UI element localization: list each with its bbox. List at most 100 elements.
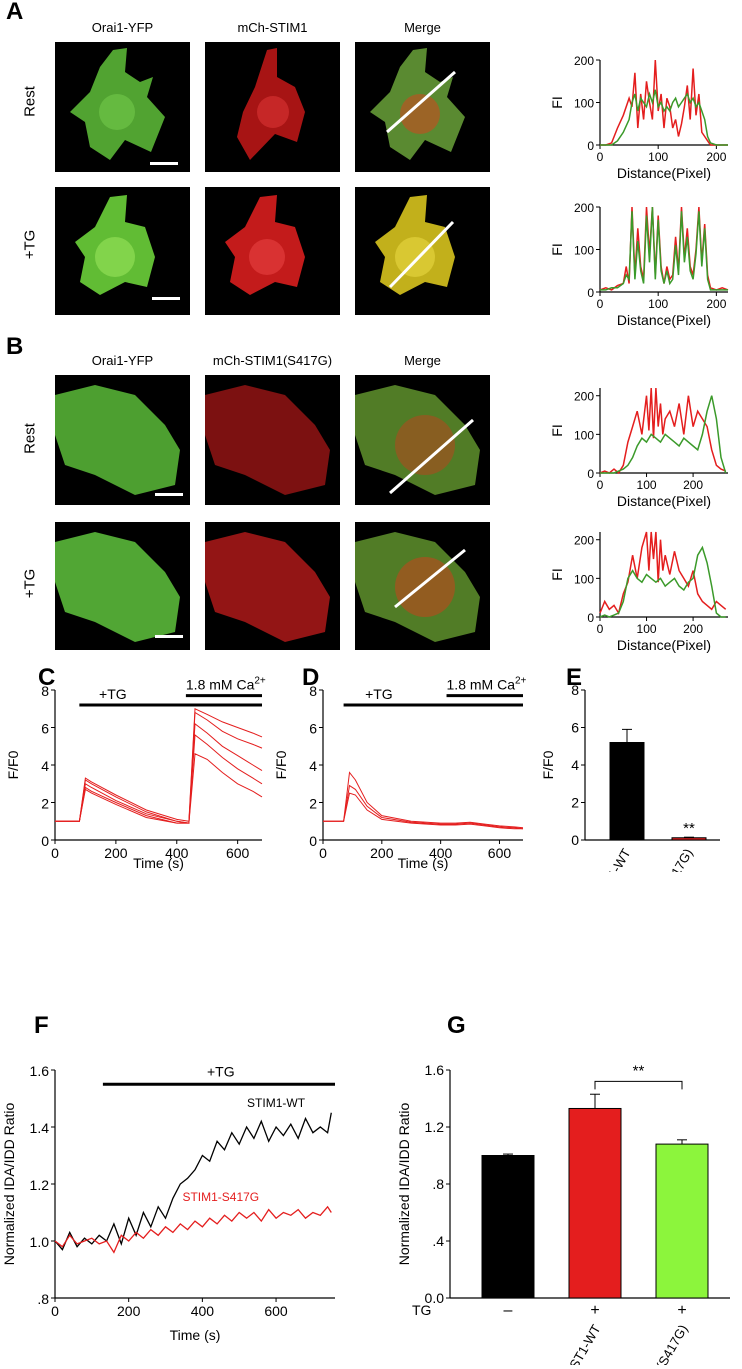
series-line-0 bbox=[599, 206, 729, 291]
col-title-merge: Merge bbox=[404, 20, 441, 35]
series-line-1 bbox=[323, 784, 524, 830]
x-tick-label: 0 bbox=[597, 297, 604, 311]
y-axis-label: F/F0 bbox=[273, 750, 289, 779]
y-axis-label: FI bbox=[550, 424, 565, 436]
x-tick-label: 400 bbox=[191, 1303, 215, 1319]
chart-e: 0 2 4 6 8 F/F0 ST1-WT ** ST1(S417G) bbox=[540, 682, 720, 872]
panel-label-b: B bbox=[6, 333, 24, 360]
x-tick-label: 400 bbox=[429, 845, 453, 861]
category-label: ST1-WT bbox=[596, 846, 633, 872]
scale-bar bbox=[155, 493, 183, 496]
y-tick-label: 1.2 bbox=[30, 1177, 50, 1193]
y-axis-label: Normalized IDA/IDD Ratio bbox=[396, 1102, 412, 1265]
y-tick-label: 0 bbox=[587, 139, 594, 153]
micrograph-b-orai1-tg bbox=[55, 522, 190, 650]
y-tick-label: 1.2 bbox=[425, 1119, 445, 1135]
category-label: ST1-WT bbox=[566, 1322, 603, 1365]
row-label-tg: +TG bbox=[21, 568, 39, 599]
y-tick-label: 4 bbox=[571, 757, 579, 773]
x-tick-label: 100 bbox=[648, 297, 668, 311]
micrograph-a-stim1-tg bbox=[205, 187, 340, 315]
x-tick-label: 200 bbox=[683, 478, 703, 492]
panel-label-e: E bbox=[566, 664, 583, 691]
y-tick-label: 1.6 bbox=[30, 1063, 50, 1079]
row-label-tg: +TG bbox=[21, 229, 39, 260]
col-title-merge: Merge bbox=[404, 353, 441, 368]
x-axis-label: Time (s) bbox=[170, 1327, 221, 1343]
y-axis-label: F/F0 bbox=[540, 750, 556, 779]
y-tick-label: 1.4 bbox=[30, 1120, 50, 1136]
series-line-0 bbox=[54, 1112, 332, 1251]
panel-label-d: D bbox=[302, 664, 320, 691]
col-title-stim1-s417g: mCh-STIM1(S417G) bbox=[212, 353, 333, 368]
scale-bar bbox=[150, 162, 178, 165]
y-tick-label: .8 bbox=[432, 1176, 444, 1192]
y-tick-label: 0 bbox=[571, 832, 579, 848]
y-tick-label: 0 bbox=[587, 467, 594, 481]
y-tick-label: 8 bbox=[41, 683, 49, 699]
x-axis-label: Time (s) bbox=[398, 855, 449, 871]
y-tick-label: 4 bbox=[41, 758, 49, 774]
significance-mark: ** bbox=[633, 1062, 645, 1079]
x-tick-label: 100 bbox=[637, 478, 657, 492]
y-tick-label: 6 bbox=[41, 721, 49, 737]
chart-d: 0 200 400 600 0 2 4 6 8 Time (s) F/F0 +TG 1.8 mM Ca2… bbox=[273, 676, 527, 871]
x-axis-label: Time (s) bbox=[133, 855, 184, 871]
legend-stim1-wt: STIM1-WT bbox=[247, 1096, 306, 1110]
micrograph-a-orai1-rest bbox=[55, 42, 190, 172]
legend-stim1-s417g: STIM1-S417G bbox=[182, 1190, 259, 1204]
x-tick-label: 0 bbox=[597, 150, 604, 164]
x-tick-label: 200 bbox=[370, 845, 394, 861]
series-line-0 bbox=[600, 59, 728, 146]
y-tick-label: 100 bbox=[574, 572, 594, 586]
x-axis-label: Distance(Pixel) bbox=[617, 312, 711, 328]
y-axis-label: FI bbox=[550, 568, 565, 580]
tg-label: +TG bbox=[365, 686, 393, 702]
category-label: ST1(S417G) bbox=[641, 1322, 690, 1365]
ca-label: 1.8 mM Ca2+ bbox=[186, 676, 266, 693]
series-line-2 bbox=[323, 792, 523, 830]
x-axis-label: Distance(Pixel) bbox=[617, 637, 711, 653]
y-axis-label: F/F0 bbox=[5, 750, 21, 779]
micrograph-a-stim1-rest bbox=[205, 42, 340, 172]
x-tick-label: 200 bbox=[104, 845, 128, 861]
panel-label-g: G bbox=[447, 1012, 466, 1039]
bar-0 bbox=[481, 1155, 535, 1299]
series-line-0 bbox=[55, 711, 263, 824]
tg-mark: + bbox=[677, 1302, 686, 1319]
x-axis-label: Distance(Pixel) bbox=[617, 493, 711, 509]
series-line-0 bbox=[599, 531, 727, 616]
x-tick-label: 0 bbox=[51, 845, 59, 861]
bar-1 bbox=[568, 1107, 622, 1299]
y-tick-label: 6 bbox=[571, 720, 579, 736]
y-axis-label: FI bbox=[550, 243, 565, 255]
x-tick-label: 0 bbox=[319, 845, 327, 861]
series-line-1 bbox=[54, 1205, 332, 1254]
y-tick-label: 0 bbox=[587, 286, 594, 300]
series-line-1 bbox=[600, 89, 728, 146]
category-label: ST1(S417G) bbox=[646, 846, 695, 872]
bar-1 bbox=[671, 837, 707, 841]
bar-2 bbox=[655, 1143, 709, 1299]
series-line-0 bbox=[323, 771, 524, 829]
col-title-orai1: Orai1-YFP bbox=[91, 353, 154, 368]
y-tick-label: 0.0 bbox=[425, 1290, 445, 1306]
x-tick-label: 100 bbox=[648, 150, 668, 164]
y-tick-label: 0 bbox=[587, 611, 594, 625]
y-tick-label: 2 bbox=[571, 795, 579, 811]
y-tick-label: 100 bbox=[574, 428, 594, 442]
scale-bar bbox=[152, 297, 180, 300]
significance-bracket bbox=[594, 1080, 683, 1090]
y-tick-label: 1.0 bbox=[30, 1234, 50, 1250]
series-line-4 bbox=[55, 708, 263, 822]
x-tick-label: 200 bbox=[706, 297, 726, 311]
x-tick-label: 0 bbox=[597, 478, 604, 492]
y-tick-label: .4 bbox=[432, 1233, 444, 1249]
x-tick-label: 100 bbox=[637, 622, 657, 636]
x-tick-label: 600 bbox=[226, 845, 250, 861]
x-tick-label: 400 bbox=[165, 845, 189, 861]
col-title-orai1: Orai1-YFP bbox=[91, 20, 154, 35]
bar-0 bbox=[609, 742, 645, 841]
y-axis-label: Normalized IDA/IDD Ratio bbox=[1, 1102, 17, 1265]
